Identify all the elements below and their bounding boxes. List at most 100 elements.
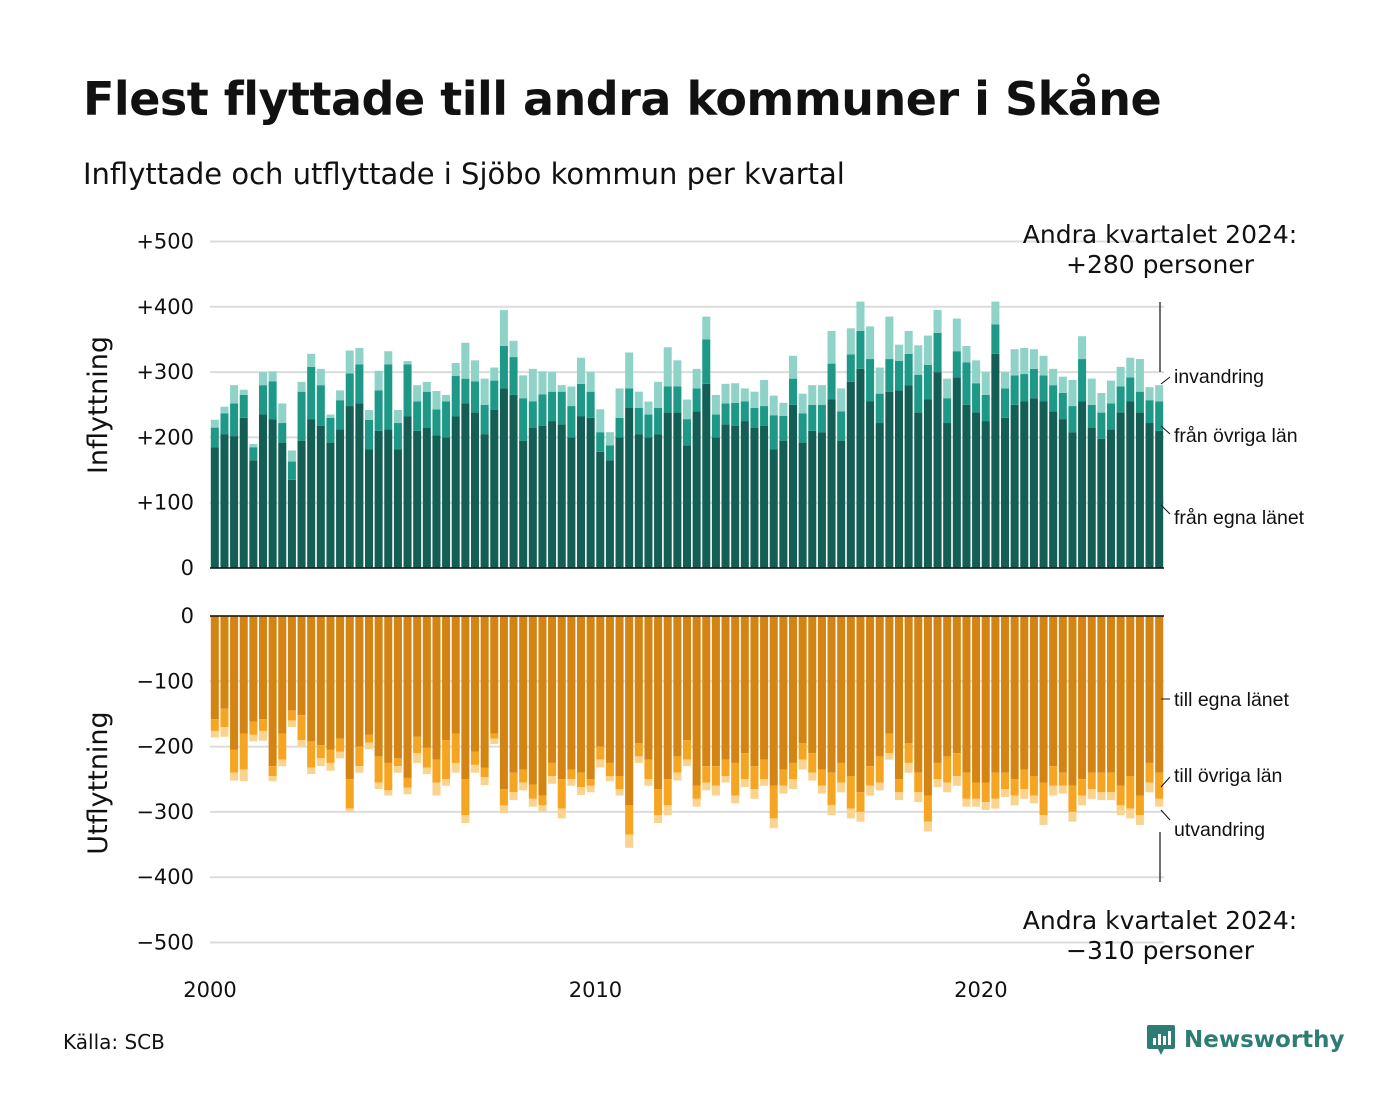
- inflow-bar-invandring: [1117, 367, 1125, 387]
- outflow-bar-ovriga: [1030, 776, 1038, 796]
- outflow-bar-ovriga: [596, 747, 604, 760]
- outflow-bar-utvandring: [423, 768, 431, 775]
- outflow-bar-utvandring: [722, 776, 730, 783]
- outflow-bar-ovriga: [587, 779, 595, 786]
- inflow-bar-egna: [529, 428, 537, 568]
- inflow-bar-egna: [587, 418, 595, 568]
- outflow-bar-egna: [423, 616, 431, 748]
- inflow-bar-egna: [750, 428, 758, 568]
- inflow-bar-ovriga: [953, 351, 961, 377]
- inflow-bar-egna: [317, 426, 325, 568]
- inflow-bar-ovriga: [249, 447, 257, 460]
- y-tick-label: −500: [136, 931, 194, 955]
- outflow-bar-ovriga: [346, 779, 354, 808]
- inflow-bar-invandring: [1097, 393, 1105, 413]
- inflow-bar-ovriga: [683, 419, 691, 445]
- inflow-bar-invandring: [1020, 348, 1028, 374]
- inflow-bar-invandring: [914, 345, 922, 374]
- inflow-bar-invandring: [779, 403, 787, 416]
- outflow-bar-utvandring: [365, 743, 373, 750]
- outflow-bar-ovriga: [269, 766, 277, 776]
- outflow-bar-egna: [654, 616, 662, 789]
- outflow-bar-utvandring: [278, 760, 286, 767]
- inflow-bar-egna: [1146, 423, 1154, 568]
- inflow-bar-ovriga: [905, 354, 913, 385]
- inflow-bar-invandring: [481, 379, 489, 405]
- inflow-bar-ovriga: [510, 357, 518, 395]
- y-tick-label: −300: [136, 800, 194, 824]
- outflow-bar-ovriga: [249, 722, 257, 735]
- outflow-bar-utvandring: [644, 779, 652, 786]
- outflow-bar-ovriga: [934, 763, 942, 779]
- inflow-bar-egna: [1001, 418, 1009, 568]
- outflow-bar-egna: [722, 616, 730, 760]
- outflow-bar-egna: [307, 616, 315, 741]
- outflow-bar-utvandring: [413, 753, 421, 763]
- outflow-bar-egna: [779, 616, 787, 769]
- inflow-bar-ovriga: [558, 392, 566, 425]
- outflow-bar-utvandring: [866, 786, 874, 796]
- outflow-bar-ovriga: [1049, 766, 1057, 786]
- outflow-bar-ovriga: [355, 747, 363, 767]
- outflow-bar-egna: [828, 616, 836, 773]
- inflow-bar-ovriga: [500, 346, 508, 388]
- outflow-label-egna: till egna länet: [1174, 689, 1289, 711]
- inflow-bar-ovriga: [1049, 385, 1057, 411]
- outflow-bar-egna: [953, 616, 961, 753]
- inflow-bar-invandring: [895, 345, 903, 361]
- inflow-bar-egna: [481, 434, 489, 568]
- inflow-bar-ovriga: [635, 408, 643, 434]
- outflow-bar-egna: [230, 616, 238, 750]
- inflow-bar-ovriga: [404, 364, 412, 416]
- inflow-bar-ovriga: [741, 401, 749, 421]
- outflow-bar-ovriga: [1020, 769, 1028, 789]
- inflow-bar-ovriga: [1136, 392, 1144, 413]
- outflow-bar-ovriga: [953, 753, 961, 776]
- inflow-bar-ovriga: [432, 409, 440, 435]
- outflow-bar-ovriga: [432, 760, 440, 783]
- outflow-bar-ovriga: [770, 786, 778, 819]
- inflow-bar-egna: [404, 417, 412, 569]
- outflow-bar-utvandring: [654, 815, 662, 823]
- inflow-bar-invandring: [866, 326, 874, 359]
- outflow-bar-ovriga: [856, 792, 864, 812]
- outflow-bar-utvandring: [259, 731, 267, 741]
- outflow-bar-ovriga: [1011, 779, 1019, 795]
- inflow-bar-ovriga: [943, 398, 951, 423]
- bottom-annotation-line2: −310 personer: [1066, 936, 1255, 965]
- inflow-bar-egna: [991, 354, 999, 568]
- outflow-bar-ovriga: [693, 786, 701, 799]
- inflow-bar-egna: [230, 436, 238, 568]
- outflow-bar-utvandring: [461, 815, 469, 823]
- inflow-bar-invandring: [644, 401, 652, 414]
- y-tick-label: −200: [136, 735, 194, 759]
- inflow-bar-ovriga: [702, 339, 710, 383]
- outflow-bar-utvandring: [1001, 789, 1009, 797]
- inflow-bar-ovriga: [934, 333, 942, 372]
- outflow-bar-egna: [587, 616, 595, 779]
- outflow-bar-ovriga: [712, 766, 720, 786]
- outflow-bar-utvandring: [828, 805, 836, 815]
- inflow-bar-egna: [567, 437, 575, 568]
- inflow-bar-invandring: [625, 353, 633, 389]
- inflow-bar-invandring: [317, 369, 325, 385]
- inflow-bar-ovriga: [259, 385, 267, 414]
- outflow-bar-egna: [259, 616, 267, 719]
- outflow-bar-utvandring: [298, 740, 306, 747]
- outflow-bar-egna: [452, 616, 460, 734]
- inflow-bar-ovriga: [962, 362, 970, 404]
- outflow-bar-utvandring: [587, 786, 595, 793]
- inflow-bar-egna: [269, 419, 277, 568]
- outflow-bar-utvandring: [529, 799, 537, 807]
- outflow-bars: [210, 616, 1164, 848]
- outflow-bar-ovriga: [375, 756, 383, 782]
- inflow-bar-invandring: [943, 379, 951, 399]
- inflow-bar-ovriga: [211, 428, 219, 448]
- inflow-bar-invandring: [461, 343, 469, 379]
- outflow-bar-ovriga: [722, 760, 730, 776]
- outflow-bar-ovriga: [538, 796, 546, 806]
- inflow-bar-invandring: [789, 356, 797, 379]
- inflow-bar-egna: [683, 445, 691, 568]
- inflow-bar-ovriga: [972, 383, 980, 412]
- outflow-bar-egna: [317, 616, 325, 745]
